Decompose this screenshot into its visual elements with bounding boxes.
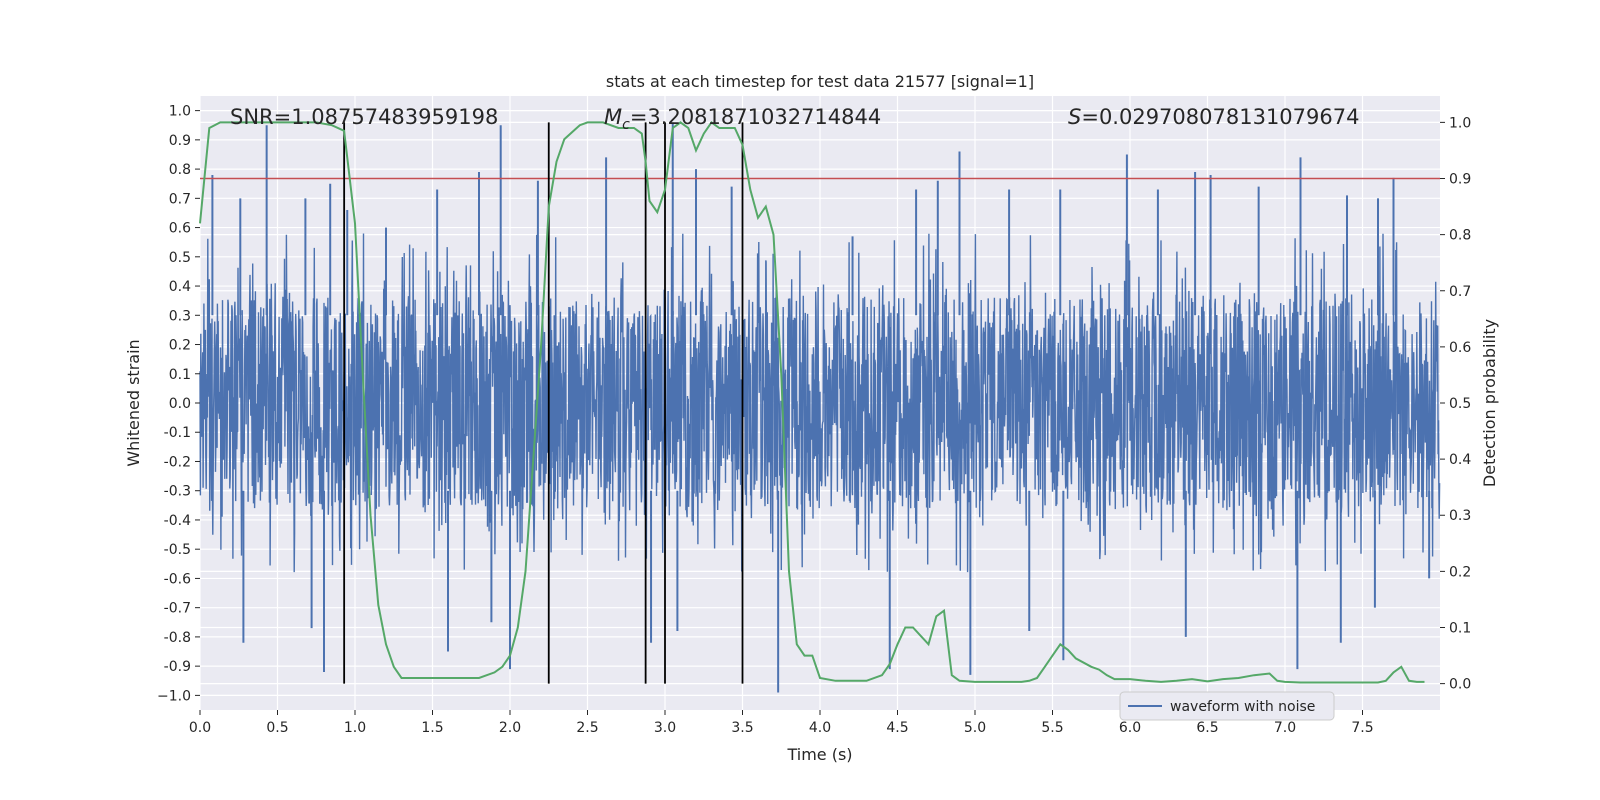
probability-line bbox=[199, 120, 1425, 684]
y-left-tick-label-10: 0.0 bbox=[169, 396, 191, 412]
waveform-series bbox=[199, 122, 1441, 693]
legend: waveform with noise bbox=[1119, 691, 1335, 721]
x-tick-label-5: 2.5 bbox=[576, 720, 598, 736]
s-symbol: S bbox=[1068, 105, 1081, 129]
s-value: =0.029708078131079674 bbox=[1081, 105, 1359, 129]
y-axis-left-ticks: 1.0 0.9 0.8 0.7 0.6 0.5 0.4 0.3 0.2 0.1 0.0 -0.1 -0.… bbox=[157, 104, 200, 704]
y-left-tick-label-19: -0.9 bbox=[164, 659, 191, 675]
y-right-tick-label-0: 1.0 bbox=[1449, 115, 1471, 131]
x-tick-label-11: 5.5 bbox=[1041, 720, 1063, 736]
chirp-mass-value: =3.2081871032714844 bbox=[630, 105, 881, 129]
x-axis-label: Time (s) bbox=[786, 745, 852, 764]
x-tick-label-2: 1.0 bbox=[344, 720, 366, 736]
x-tick-label-3: 1.5 bbox=[421, 720, 443, 736]
y-left-tick-label-16: -0.6 bbox=[164, 571, 191, 587]
y-left-tick-label-12: -0.2 bbox=[164, 454, 191, 470]
y-axis-right-ticks: 1.0 0.9 0.8 0.7 0.6 0.5 0.4 0.3 0.2 0.1 0.0 bbox=[1440, 115, 1471, 693]
chirp-mass-symbol: M bbox=[604, 105, 622, 129]
y-right-tick-label-9: 0.1 bbox=[1449, 620, 1471, 636]
x-tick-label-9: 4.5 bbox=[886, 720, 908, 736]
snr-annotation: SNR=1.08757483959198 bbox=[230, 105, 498, 129]
x-tick-label-12: 6.0 bbox=[1119, 720, 1141, 736]
y-left-tick-label-20: −1.0 bbox=[157, 688, 191, 704]
y-left-tick-label-7: 0.3 bbox=[169, 308, 191, 324]
chart-title: stats at each timestep for test data 215… bbox=[606, 72, 1034, 91]
legend-label: waveform with noise bbox=[1170, 699, 1315, 715]
y-right-tick-label-5: 0.5 bbox=[1449, 396, 1471, 412]
waveform-line bbox=[199, 233, 1441, 573]
y-right-tick-label-8: 0.2 bbox=[1449, 564, 1471, 580]
x-tick-label-1: 0.5 bbox=[266, 720, 288, 736]
x-tick-label-4: 2.0 bbox=[499, 720, 521, 736]
x-tick-label-13: 6.5 bbox=[1196, 720, 1218, 736]
y-left-tick-label-15: -0.5 bbox=[164, 542, 191, 558]
x-tick-label-6: 3.0 bbox=[654, 720, 676, 736]
s-annotation: S=0.029708078131079674 bbox=[1068, 105, 1359, 129]
y-right-tick-label-6: 0.4 bbox=[1449, 452, 1471, 468]
y-left-tick-label-13: -0.3 bbox=[164, 484, 191, 500]
y-left-tick-label-9: 0.1 bbox=[169, 367, 191, 383]
x-tick-label-0: 0.0 bbox=[189, 720, 211, 736]
y-right-tick-label-10: 0.0 bbox=[1449, 677, 1471, 693]
y-right-tick-label-7: 0.3 bbox=[1449, 508, 1471, 524]
y-left-tick-label-11: -0.1 bbox=[164, 425, 191, 441]
y-axis-right-label: Detection probability bbox=[1480, 319, 1499, 487]
x-tick-label-15: 7.5 bbox=[1351, 720, 1373, 736]
x-tick-label-14: 7.0 bbox=[1274, 720, 1296, 736]
x-axis-ticks: 0.0 0.5 1.0 1.5 2.0 2.5 3.0 3.5 4.0 4.5 5.0 5.5 6.0 6… bbox=[189, 710, 1374, 736]
probability-series bbox=[199, 120, 1425, 684]
x-tick-label-10: 5.0 bbox=[964, 720, 986, 736]
y-axis-left-label: Whitened strain bbox=[124, 339, 143, 466]
y-left-tick-label-3: 0.7 bbox=[169, 191, 191, 207]
y-left-tick-label-14: -0.4 bbox=[164, 513, 191, 529]
chirp-mass-subscript: c bbox=[622, 117, 630, 133]
y-left-tick-label-18: -0.8 bbox=[164, 630, 191, 646]
legend-box bbox=[1119, 691, 1335, 721]
y-right-tick-label-3: 0.7 bbox=[1449, 284, 1471, 300]
x-tick-label-8: 4.0 bbox=[809, 720, 831, 736]
y-left-tick-label-2: 0.8 bbox=[169, 162, 191, 178]
y-left-tick-label-0: 1.0 bbox=[169, 104, 191, 120]
y-left-tick-label-1: 0.9 bbox=[169, 133, 191, 149]
y-left-tick-label-8: 0.2 bbox=[169, 338, 191, 354]
y-right-tick-label-4: 0.6 bbox=[1449, 340, 1471, 356]
y-left-tick-label-17: -0.7 bbox=[164, 601, 191, 617]
y-left-tick-label-6: 0.4 bbox=[169, 279, 191, 295]
y-right-tick-label-2: 0.8 bbox=[1449, 228, 1471, 244]
y-left-tick-label-4: 0.6 bbox=[169, 221, 191, 237]
chirp-mass-annotation: Mc=3.2081871032714844 bbox=[604, 105, 881, 133]
y-left-tick-label-5: 0.5 bbox=[169, 250, 191, 266]
x-tick-label-7: 3.5 bbox=[731, 720, 753, 736]
y-right-tick-label-1: 0.9 bbox=[1449, 172, 1471, 188]
